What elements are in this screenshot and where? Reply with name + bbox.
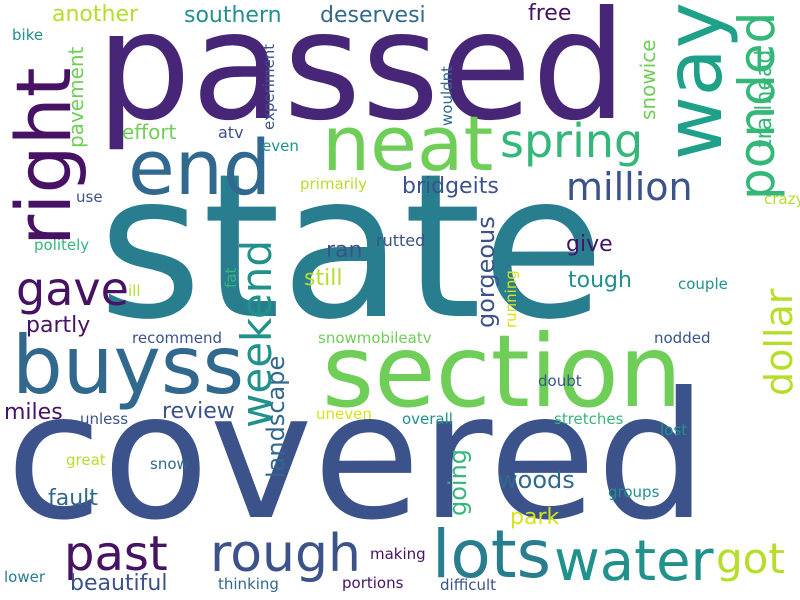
word-effort: effort xyxy=(122,120,177,144)
word-covered: covered xyxy=(6,356,708,559)
word-snowmobileatv: snowmobileatv xyxy=(318,329,432,347)
word-gorgeous: gorgeous xyxy=(472,216,500,328)
word-portions: portions xyxy=(342,574,404,592)
word-rough: rough xyxy=(210,524,361,584)
word-neat: neat xyxy=(322,99,494,188)
word-past: past xyxy=(64,526,168,582)
word-buyss: buyss xyxy=(12,319,245,412)
word-southern: southern xyxy=(184,3,282,28)
word-wouldnt: wouldnt xyxy=(438,65,456,126)
word-another: another xyxy=(52,2,139,27)
word-beautiful: beautiful xyxy=(70,571,168,596)
word-making: making xyxy=(370,545,426,563)
word-pavement: pavement xyxy=(64,46,88,148)
word-snow: snow xyxy=(150,455,189,473)
word-dollar: dollar xyxy=(757,288,800,396)
word-spring: spring xyxy=(500,114,644,168)
word-snowice: snowice xyxy=(636,39,660,120)
word-doubt: doubt xyxy=(538,372,582,390)
word-ran: ran xyxy=(326,238,363,263)
word-fault: fault xyxy=(48,486,98,511)
word-groups: groups xyxy=(608,483,660,501)
word-great: great xyxy=(66,451,106,469)
word-stretches: stretches xyxy=(554,410,624,428)
word-politely: politely xyxy=(34,236,90,254)
word-got: got xyxy=(716,534,785,583)
word-partly: partly xyxy=(26,313,91,338)
word-bike: bike xyxy=(12,26,44,44)
word-rutted: rutted xyxy=(376,231,426,250)
word-experiment: experiment xyxy=(260,43,278,130)
word-end: end xyxy=(128,123,272,212)
word-ill: ill xyxy=(128,282,141,300)
word-overall: overall xyxy=(402,410,453,428)
word-nodded: nodded xyxy=(654,329,711,347)
word-still: still xyxy=(304,266,343,291)
word-million: million xyxy=(566,165,693,209)
word-couple: couple xyxy=(678,275,728,293)
word-section: section xyxy=(322,313,683,430)
word-woods: woods xyxy=(498,466,575,494)
word-lots: lots xyxy=(432,516,551,593)
word-going: going xyxy=(444,448,472,516)
word-use: use xyxy=(76,188,103,206)
word-uneven: uneven xyxy=(316,405,372,423)
word-primarily: primarily xyxy=(300,175,368,193)
word-lost: lost xyxy=(660,421,688,439)
word-landscape: landscape xyxy=(262,355,290,478)
word-recommend: recommend xyxy=(132,329,222,347)
word-review: review xyxy=(162,399,235,424)
word-gave: gave xyxy=(16,262,129,316)
word-deservesi: deservesi xyxy=(320,3,426,28)
word-trailhead: trailhead xyxy=(752,49,777,148)
word-free: free xyxy=(528,1,572,26)
word-miles: miles xyxy=(4,400,63,425)
word-park: park xyxy=(510,505,560,530)
word-crazy: crazy xyxy=(764,190,800,208)
word-atv: atv xyxy=(218,123,244,142)
word-state: state xyxy=(98,131,605,364)
word-difficult: difficult xyxy=(440,576,496,594)
word-water: water xyxy=(554,529,714,594)
word-tough: tough xyxy=(568,268,632,293)
word-thinking: thinking xyxy=(218,575,279,593)
word-way: way xyxy=(650,2,740,160)
word-unless: unless xyxy=(80,410,129,428)
word-passed: passed xyxy=(96,0,627,154)
word-give: give xyxy=(566,232,613,257)
word-running: running xyxy=(502,270,520,328)
word-even: even xyxy=(262,137,299,155)
word-bridgeits: bridgeits xyxy=(402,174,499,199)
word-fat: fat xyxy=(222,267,240,288)
word-lower: lower xyxy=(4,568,46,586)
